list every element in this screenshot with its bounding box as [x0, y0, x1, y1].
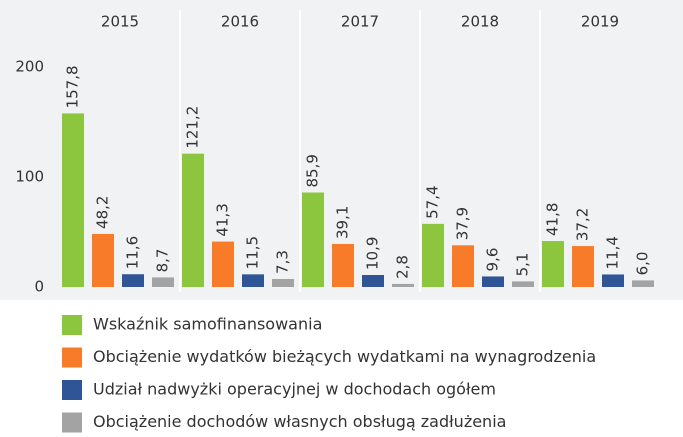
- bar: [212, 241, 234, 287]
- value-label: 8,7: [154, 249, 172, 273]
- bar: [422, 223, 444, 287]
- value-label: 2,8: [394, 255, 412, 279]
- value-label: 121,2: [184, 106, 202, 149]
- value-label: 6,0: [634, 252, 652, 276]
- value-label: 37,2: [574, 208, 592, 241]
- value-label: 41,8: [544, 203, 562, 236]
- value-label: 39,1: [334, 206, 352, 239]
- value-label: 48,2: [94, 196, 112, 229]
- bar: [602, 274, 624, 287]
- bar: [122, 274, 144, 287]
- legend-label: Udział nadwyżki operacyjnej w dochodach …: [93, 380, 496, 399]
- bar: [272, 278, 294, 287]
- value-label: 9,6: [484, 248, 502, 272]
- bar: [512, 281, 534, 287]
- value-label: 57,4: [424, 185, 442, 218]
- x-tick-label: 2019: [581, 13, 619, 31]
- value-label: 10,9: [364, 237, 382, 270]
- bar: [92, 233, 114, 287]
- value-label: 7,3: [274, 250, 292, 274]
- value-label: 157,8: [64, 65, 82, 108]
- bar: [302, 192, 324, 287]
- value-label: 5,1: [514, 253, 532, 277]
- bar: [182, 153, 204, 287]
- bar: [572, 246, 594, 287]
- bar: [482, 276, 504, 287]
- bar: [542, 241, 564, 287]
- x-tick-label: 2015: [101, 13, 139, 31]
- legend-swatch: [62, 315, 82, 335]
- value-label: 11,5: [244, 236, 262, 269]
- bar: [332, 243, 354, 287]
- bar: [452, 245, 474, 287]
- x-tick-label: 2017: [341, 13, 379, 31]
- x-tick-label: 2018: [461, 13, 499, 31]
- bar: [362, 275, 384, 287]
- legend-swatch: [62, 347, 82, 368]
- bar: [152, 277, 174, 287]
- bar: [242, 274, 264, 287]
- y-tick-label: 100: [15, 168, 44, 186]
- legend-swatch: [62, 412, 82, 433]
- y-tick-label: 0: [34, 278, 44, 296]
- y-tick-label: 200: [15, 58, 44, 76]
- value-label: 11,6: [124, 236, 142, 269]
- value-label: 41,3: [214, 203, 232, 236]
- value-label: 85,9: [304, 154, 322, 187]
- value-label: 11,4: [604, 236, 622, 269]
- value-label: 37,9: [454, 207, 472, 240]
- bar: [632, 280, 654, 287]
- bar: [62, 113, 84, 287]
- legend-swatch: [62, 380, 82, 400]
- legend-label: Obciążenie wydatków bieżących wydatkami …: [93, 347, 596, 366]
- legend-label: Wskaźnik samofinansowania: [93, 315, 322, 334]
- bar: [392, 283, 414, 287]
- legend-label: Obciążenie dochodów własnych obsługą zad…: [93, 412, 506, 431]
- x-tick-label: 2016: [221, 13, 259, 31]
